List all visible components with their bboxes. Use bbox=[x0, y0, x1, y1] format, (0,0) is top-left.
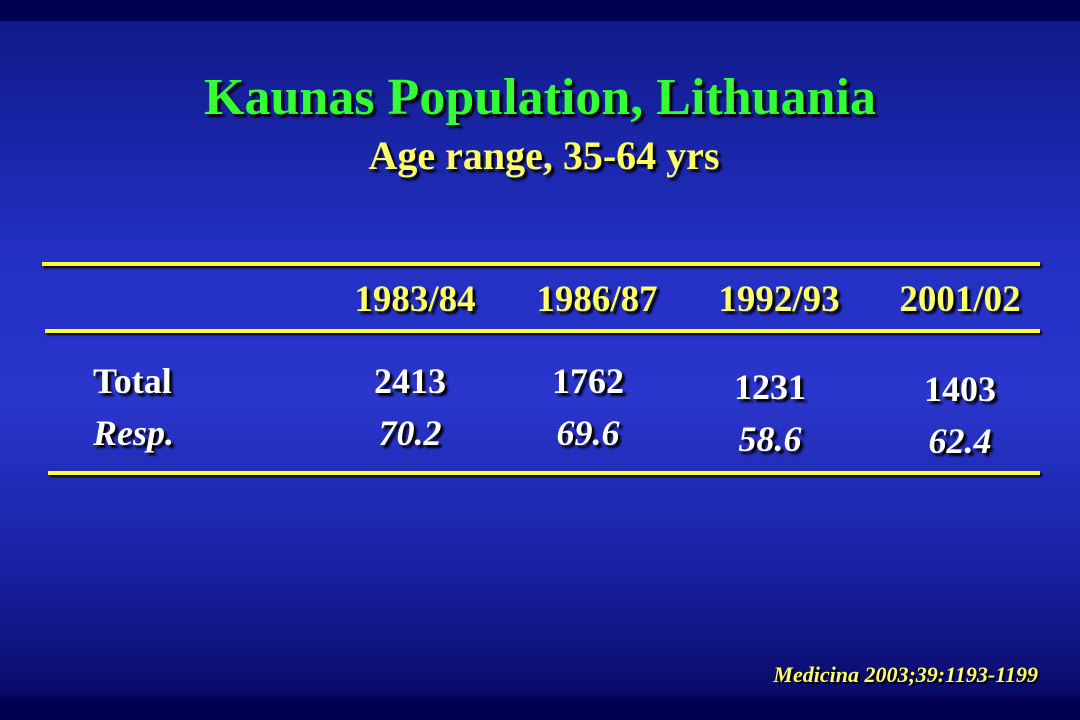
table-rule bbox=[48, 471, 1040, 475]
table-rule bbox=[42, 262, 1040, 266]
cell-value: 1762 bbox=[552, 361, 624, 401]
cell-value: 1231 bbox=[734, 367, 806, 407]
column-header: 1992/93 bbox=[718, 279, 840, 320]
cell-value: 58.6 bbox=[738, 419, 802, 459]
column-header: 1983/84 bbox=[354, 279, 476, 320]
row-label: Total bbox=[93, 361, 172, 401]
column-header: 1986/87 bbox=[536, 279, 658, 320]
column-header: 2001/02 bbox=[899, 279, 1021, 320]
citation: Medicina 2003;39:1193-1199 bbox=[773, 662, 1038, 687]
table-rule bbox=[45, 329, 1040, 333]
title: Kaunas Population, Lithuania bbox=[204, 69, 876, 126]
cell-value: 1403 bbox=[924, 369, 996, 409]
cell-value: 2413 bbox=[374, 361, 446, 401]
subtitle: Age range, 35-64 yrs bbox=[368, 133, 720, 178]
row-label: Resp. bbox=[93, 413, 174, 453]
cell-value: 62.4 bbox=[928, 421, 992, 461]
cell-value: 70.2 bbox=[378, 413, 442, 453]
cell-value: 69.6 bbox=[556, 413, 620, 453]
